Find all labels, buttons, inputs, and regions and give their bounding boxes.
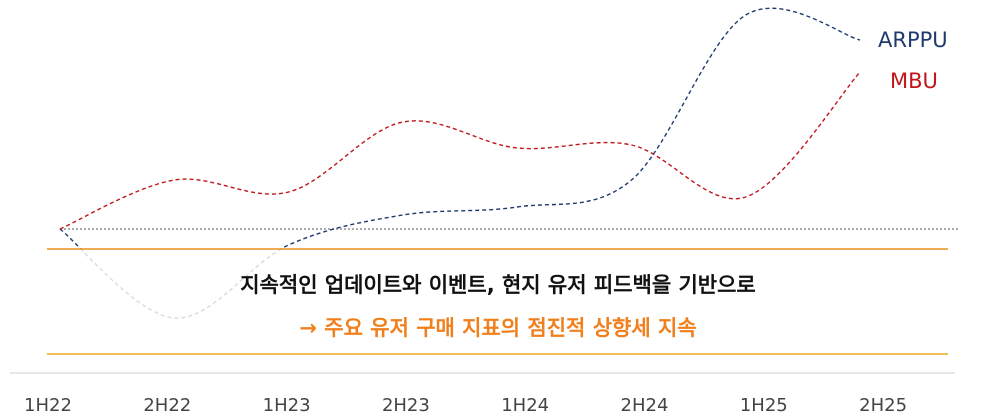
- x-tick-label: 1H24: [501, 395, 549, 416]
- x-tick-label: 1H25: [740, 395, 788, 416]
- annotation: → 주요 유저 구매 지표의 점진적 상향세 지속: [299, 316, 696, 340]
- x-tick-label: 1H22: [24, 395, 72, 416]
- annotation-box: [47, 249, 948, 354]
- x-tick-label: 2H23: [382, 395, 430, 416]
- annotation: 지속적인 업데이트와 이벤트, 현지 유저 피드백을 기반으로: [240, 273, 756, 297]
- series-label: ARPPU: [878, 28, 948, 52]
- x-tick-label: 1H23: [263, 395, 311, 416]
- x-tick-label: 2H22: [143, 395, 191, 416]
- x-tick-label: 2H25: [859, 395, 907, 416]
- series-line: [59, 71, 861, 230]
- series-label: MBU: [890, 69, 938, 93]
- x-tick-label: 2H24: [621, 395, 669, 416]
